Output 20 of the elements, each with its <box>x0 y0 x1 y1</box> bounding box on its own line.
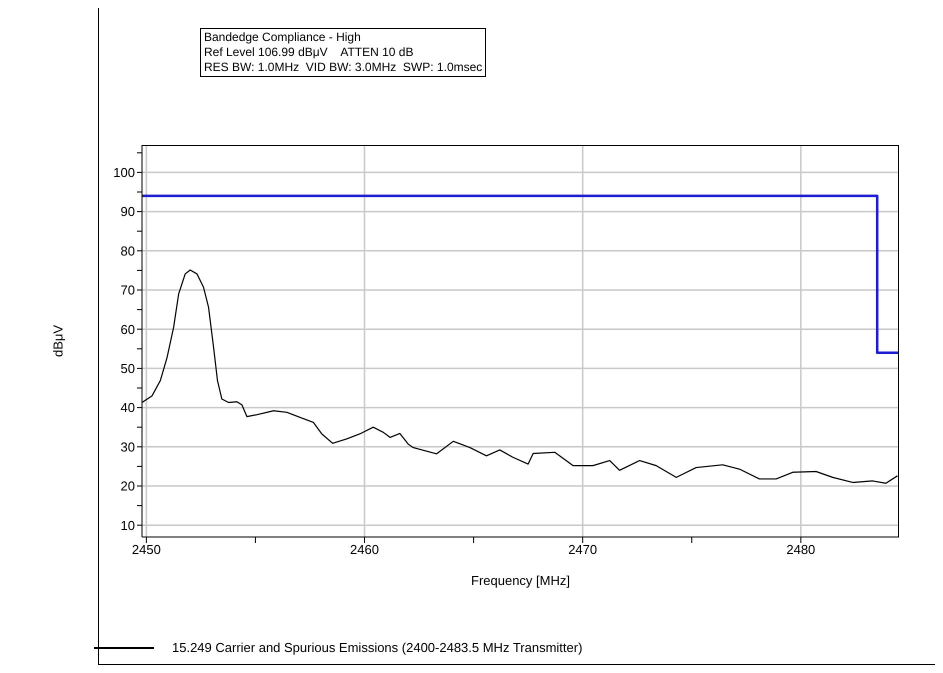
y-tick-label: 40 <box>120 400 135 416</box>
y-tick-label: 90 <box>120 204 135 220</box>
y-tick-label: 30 <box>120 439 135 454</box>
x-tick-label: 2450 <box>132 542 161 558</box>
title-frame: Bandedge Compliance - High Ref Level 106.99 dBμV ATTEN 10 dB RES BW: 1.0MHz VID BW: 3.0MHz SWP: 1.0msec <box>200 28 486 77</box>
x-tick-label: 2480 <box>786 542 816 558</box>
y-tick-label: 50 <box>120 361 135 376</box>
y-tick-label: 10 <box>120 518 135 533</box>
y-axis-title: dBμV <box>50 324 66 358</box>
y-tick-label: 70 <box>120 282 135 298</box>
x-tick-label: 2470 <box>568 542 598 558</box>
y-tick-label: 60 <box>120 322 135 337</box>
legend-label: 15.249 Carrier and Spurious Emissions (2400-2483.5 MHz Transmitter) <box>172 640 582 655</box>
chart-title: Bandedge Compliance - High <box>204 30 362 45</box>
x-axis-title: Frequency [MHz] <box>471 573 570 588</box>
y-tick-label: 80 <box>120 243 135 258</box>
chart-subtitle: Ref Level 106.99 dBμV ATTEN 10 dB <box>204 45 414 60</box>
y-tick-label: 100 <box>113 165 135 180</box>
y-tick-label: 20 <box>120 478 135 494</box>
x-tick-label: 2460 <box>350 542 379 558</box>
